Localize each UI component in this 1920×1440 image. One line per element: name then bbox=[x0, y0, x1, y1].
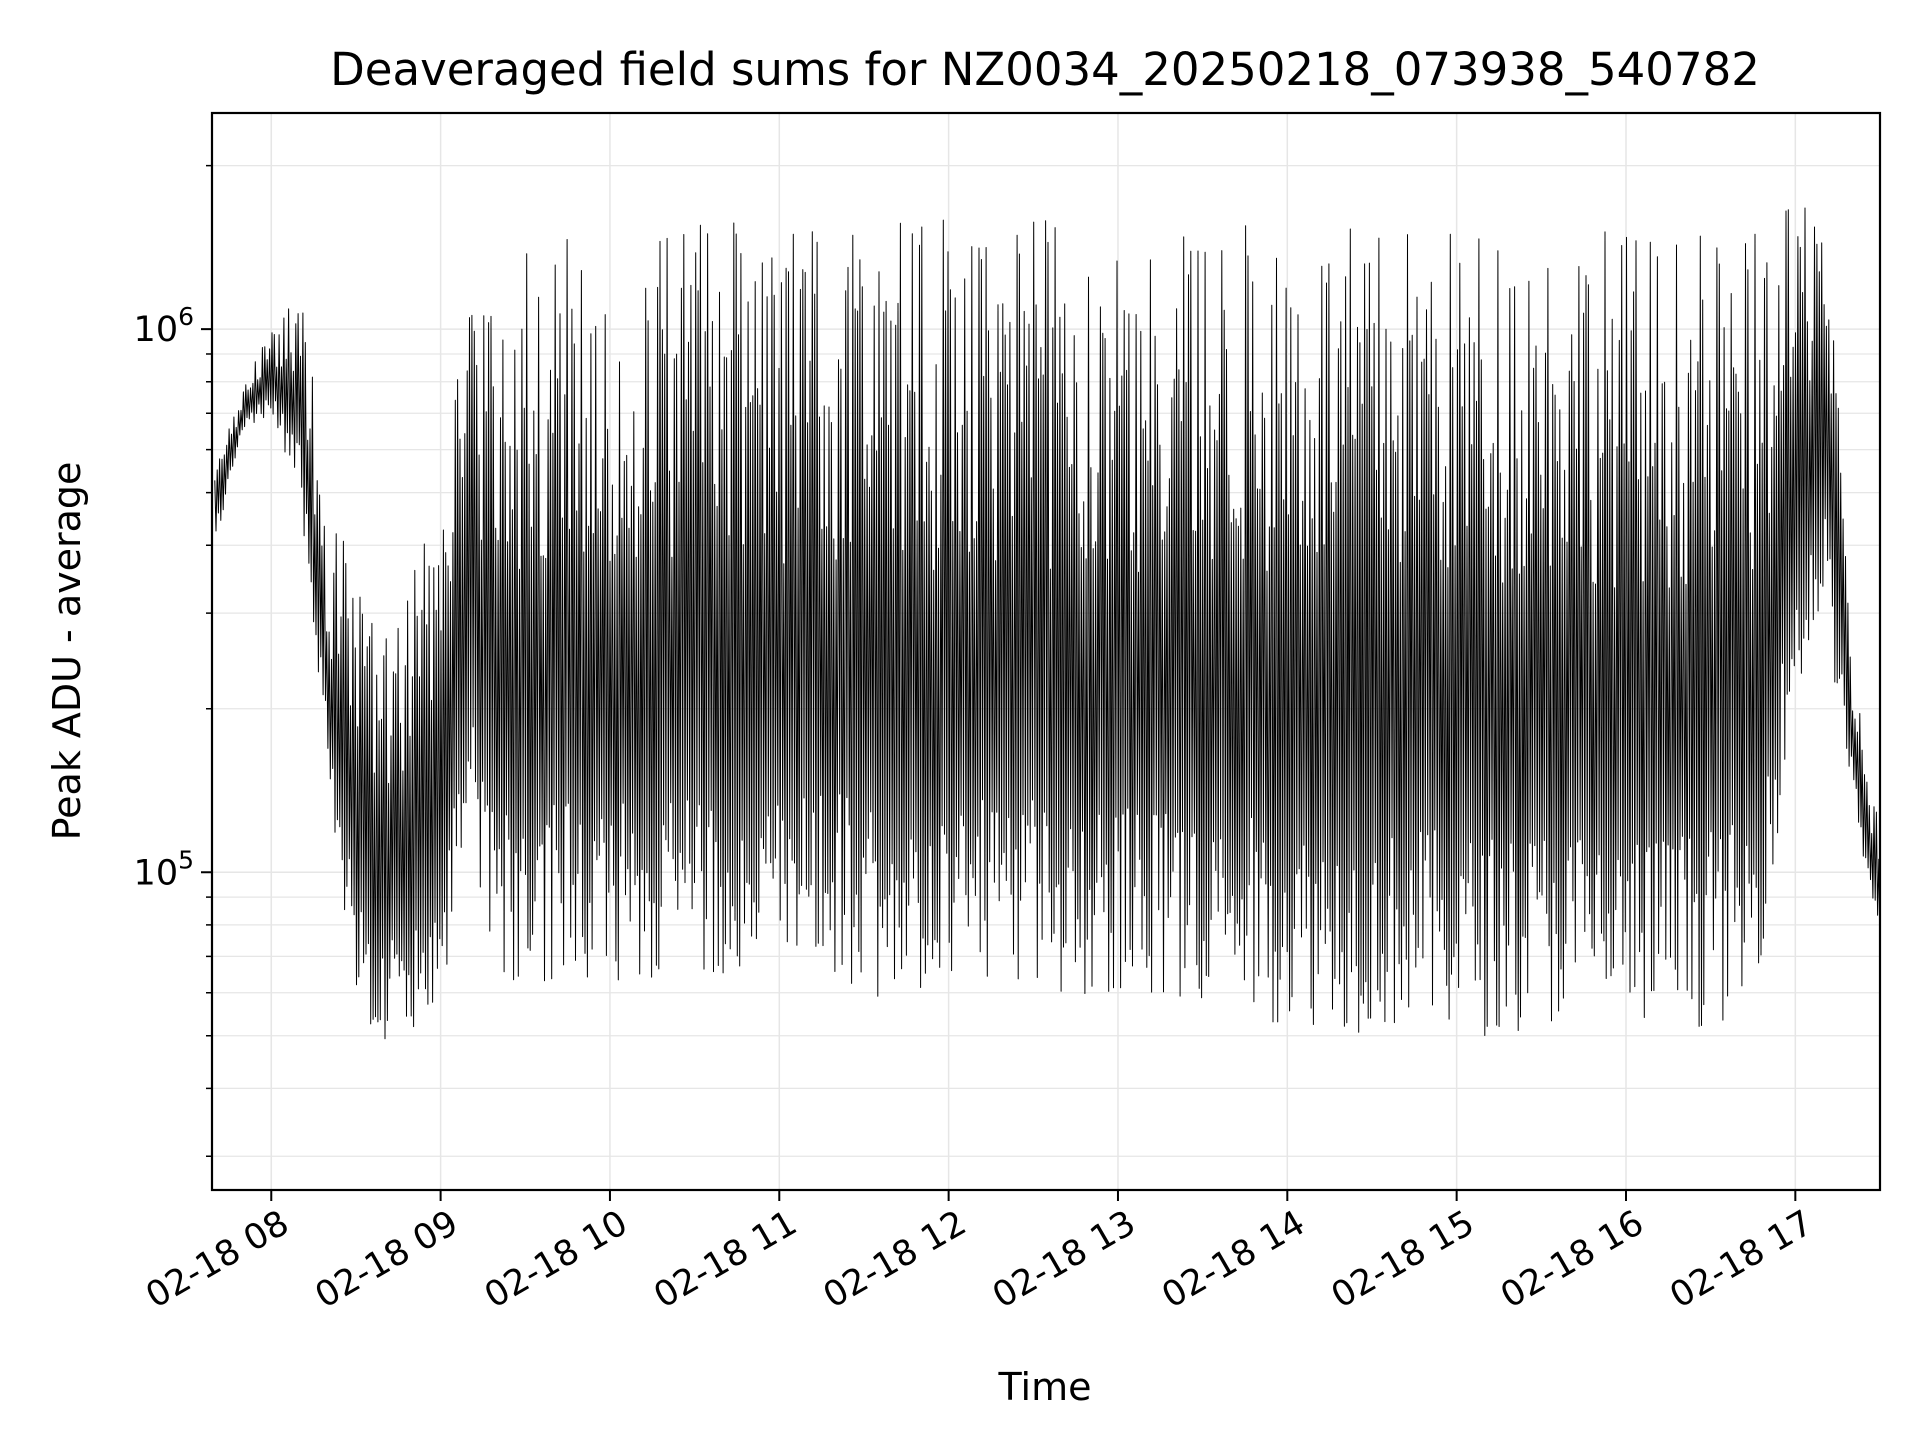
x-tick-label: 02-18 13 bbox=[986, 1203, 1142, 1316]
x-tick-label: 02-18 12 bbox=[817, 1203, 973, 1316]
plot-frame bbox=[210, 111, 1882, 1192]
x-tick-label: 02-18 17 bbox=[1664, 1203, 1820, 1316]
y-tick-label: 106 bbox=[134, 302, 194, 350]
chart-title: Deaveraged field sums for NZ0034_2025021… bbox=[330, 43, 1760, 96]
x-tick-label: 02-18 14 bbox=[1156, 1203, 1312, 1316]
x-tick-label: 02-18 10 bbox=[478, 1203, 634, 1316]
x-tick-label: 02-18 16 bbox=[1494, 1203, 1650, 1316]
x-tick-label: 02-18 15 bbox=[1325, 1203, 1481, 1316]
y-axis-label: Peak ADU - average bbox=[45, 462, 89, 841]
series-line bbox=[214, 207, 1881, 1040]
data-layer bbox=[214, 207, 1881, 1040]
x-axis-label: Time bbox=[998, 1365, 1092, 1409]
x-tick-label: 02-18 09 bbox=[309, 1203, 465, 1316]
x-tick-label: 02-18 11 bbox=[647, 1203, 803, 1316]
y-tick-label: 105 bbox=[134, 845, 194, 893]
x-tick-label: 02-18 08 bbox=[139, 1203, 295, 1316]
